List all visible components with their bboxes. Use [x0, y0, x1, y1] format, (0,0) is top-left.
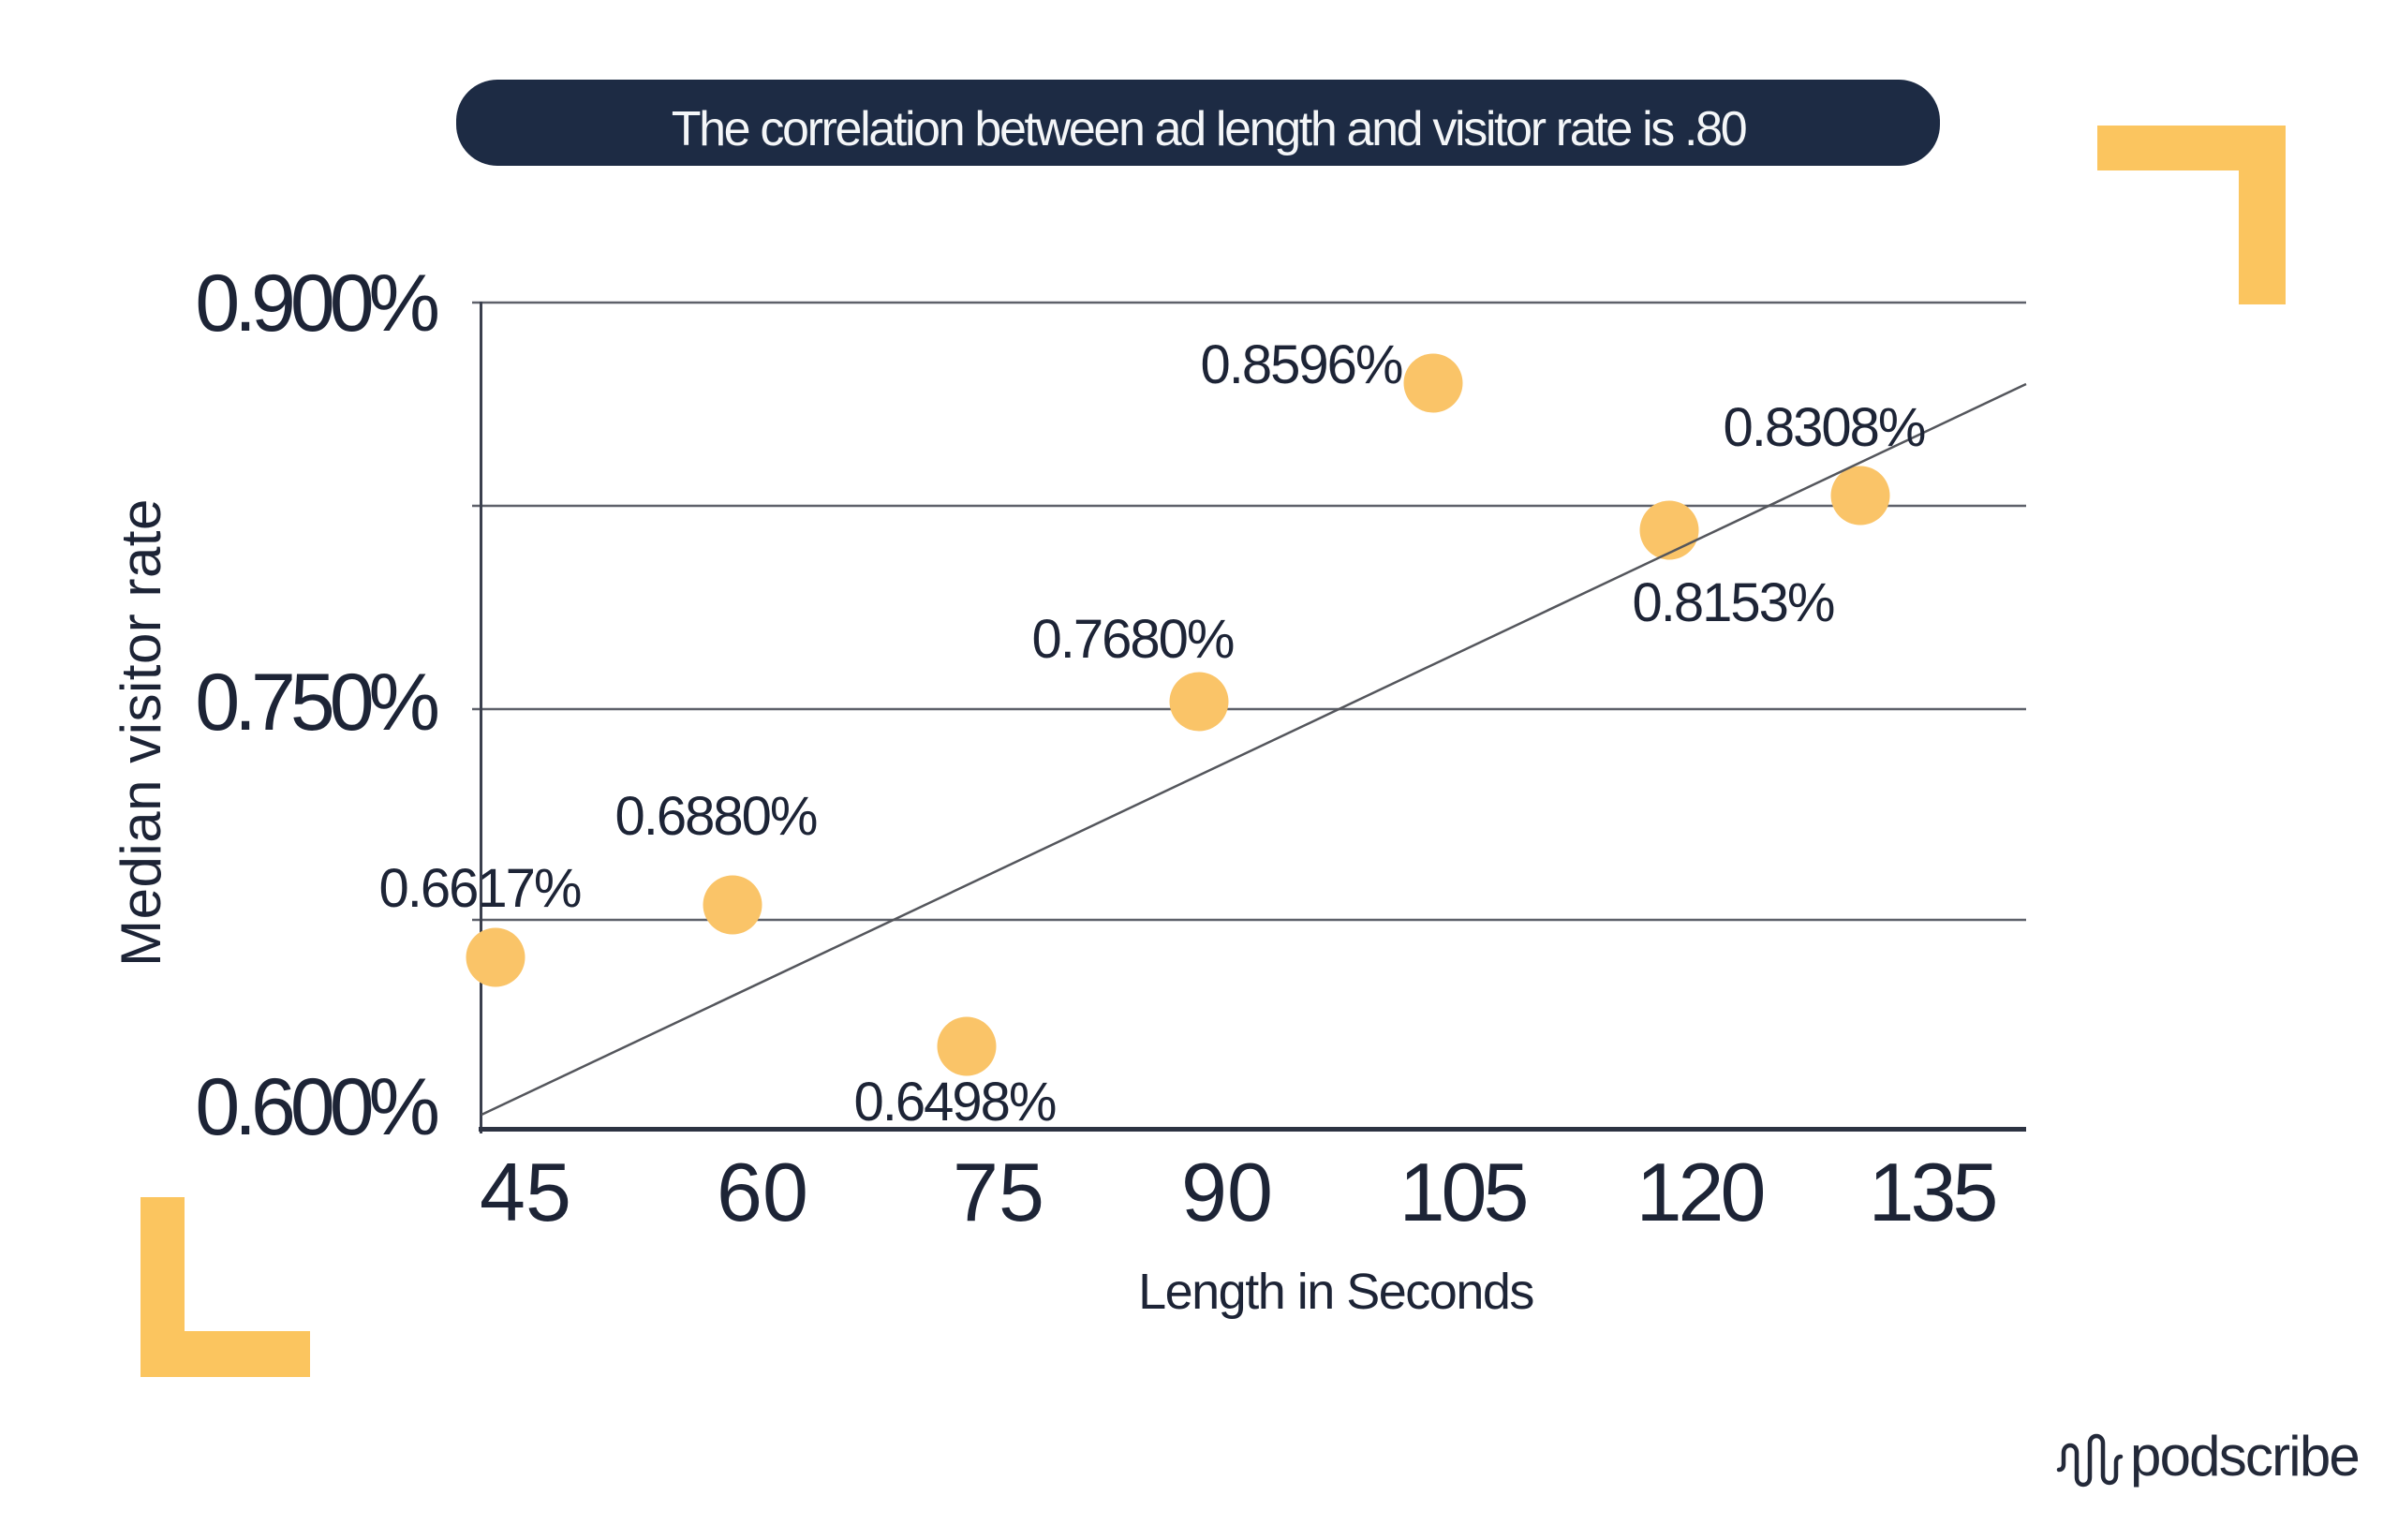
- svg-text:0.7680%: 0.7680%: [1032, 609, 1234, 670]
- svg-text:0.750%: 0.750%: [195, 658, 437, 748]
- svg-text:45: 45: [480, 1146, 571, 1238]
- svg-text:0.600%: 0.600%: [195, 1062, 437, 1152]
- svg-text:0.8308%: 0.8308%: [1724, 397, 1925, 458]
- svg-text:60: 60: [717, 1146, 808, 1238]
- svg-text:75: 75: [953, 1146, 1044, 1238]
- svg-text:Median visitor rate: Median visitor rate: [110, 498, 172, 967]
- svg-text:0.6498%: 0.6498%: [854, 1072, 1056, 1133]
- svg-text:0.8153%: 0.8153%: [1633, 572, 1834, 633]
- svg-text:90: 90: [1181, 1146, 1273, 1238]
- svg-text:0.6617%: 0.6617%: [379, 858, 581, 919]
- svg-text:135: 135: [1869, 1146, 1996, 1238]
- svg-text:0.8596%: 0.8596%: [1201, 334, 1402, 395]
- svg-text:podscribe: podscribe: [2130, 1425, 2359, 1488]
- svg-text:120: 120: [1636, 1146, 1764, 1238]
- svg-text:The correlation between ad len: The correlation between ad length and vi…: [672, 102, 1746, 156]
- svg-text:0.6880%: 0.6880%: [615, 786, 817, 847]
- svg-text:0.900%: 0.900%: [195, 259, 437, 348]
- svg-text:105: 105: [1399, 1146, 1527, 1238]
- svg-text:Length in Seconds: Length in Seconds: [1138, 1264, 1533, 1320]
